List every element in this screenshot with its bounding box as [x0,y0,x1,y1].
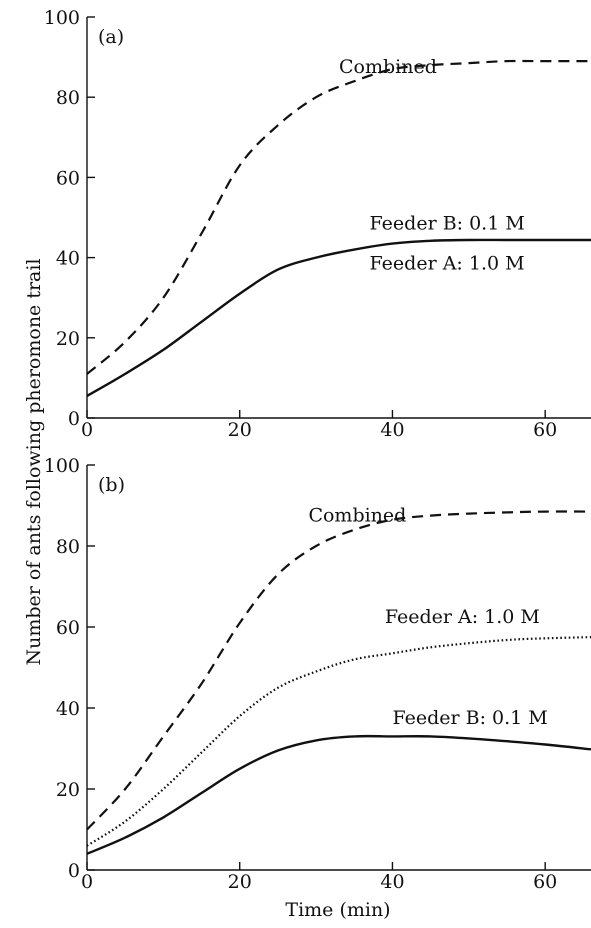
y-tick-label: 20 [56,779,80,801]
panel-label-b: (b) [98,474,125,496]
x-tick-label: 0 [81,419,93,441]
y-tick-label: 100 [44,455,80,477]
x-tick-label: 60 [533,871,557,893]
y-tick-label: 80 [56,536,80,558]
y-tick-label: 0 [68,408,80,430]
series-label-feeder-a-1-0-m: Feeder A: 1.0 M [385,606,540,628]
chart-panel-b: 0 20 40 60 80 100 0 20 40 60 (b) Combined Feeder A: … [44,455,591,893]
y-axis-label: Number of ants following pheromone trail [23,258,45,665]
chart-panel-a: 0 20 40 60 80 100 0 20 40 60 (a) Combined Feeder B: … [44,7,591,441]
y-tick-label: 0 [68,860,80,882]
y-tick-label: 80 [56,87,80,109]
series-label-feeder-b-0-1-m: Feeder B: 0.1 M [370,213,525,235]
x-tick-label: 60 [533,419,557,441]
series-line-combined [86,510,591,831]
series-label-combined: Combined [308,505,406,527]
series-label-feeder-b-0-1-m: Feeder B: 0.1 M [392,707,547,729]
y-tick-label: 60 [56,167,80,189]
x-tick-label: 40 [380,871,404,893]
y-tick-label: 60 [56,617,80,639]
series-line-combined [86,59,591,375]
x-tick-label: 40 [380,419,404,441]
y-tick-label: 20 [56,328,80,350]
y-tick-label: 40 [56,248,80,270]
y-tick-label: 40 [56,698,80,720]
panel-label-a: (a) [98,26,124,48]
series-label-combined: Combined [339,56,437,78]
series-line-feeder-b-0-1-m [86,238,591,397]
x-tick-label: 20 [228,419,252,441]
x-tick-label: 0 [81,871,93,893]
x-tick-label: 20 [228,871,252,893]
series-label-feeder-a-1-0-m: Feeder A: 1.0 M [370,253,525,275]
y-tick-label: 100 [44,7,80,29]
series-line-feeder-b-0-1-m [86,734,591,855]
x-axis-label: Time (min) [285,899,390,921]
